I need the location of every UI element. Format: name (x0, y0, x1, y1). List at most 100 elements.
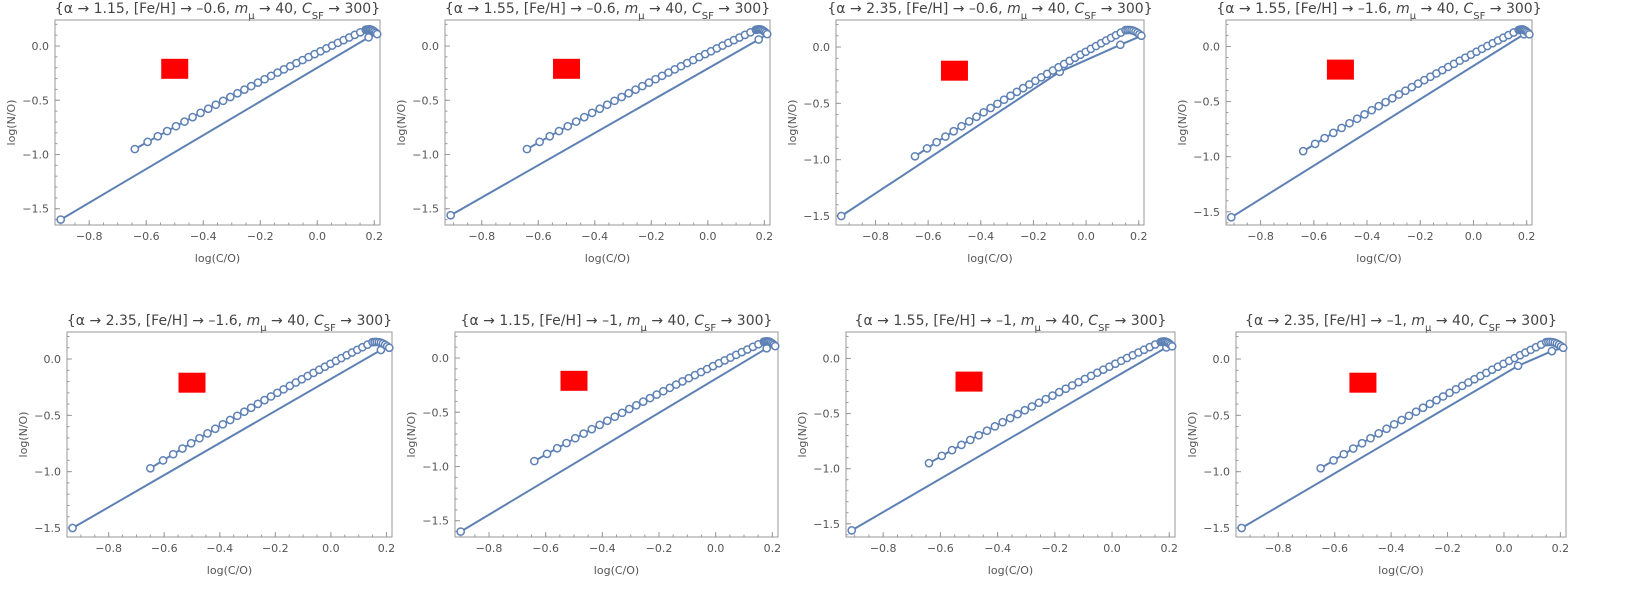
model-track-line (1230, 28, 1532, 219)
data-point (1401, 86, 1410, 96)
y-tick-label: −1.5 (813, 518, 840, 531)
data-point (253, 399, 263, 409)
x-tick-label: 0.0 (707, 542, 725, 555)
data-point (1397, 415, 1406, 425)
x-tick-label: −0.2 (1407, 230, 1434, 243)
data-point (610, 96, 619, 106)
data-point (836, 211, 846, 221)
y-axis-label: log(N/O) (786, 100, 799, 146)
data-point (153, 131, 163, 141)
data-point (1374, 101, 1384, 111)
observation-box (553, 58, 581, 79)
data-point (1382, 424, 1391, 434)
x-tick-label: −0.6 (525, 230, 552, 243)
data-point (372, 29, 382, 39)
data-point (203, 429, 212, 438)
data-point (993, 99, 1002, 109)
data-point (364, 33, 373, 42)
data-point (188, 112, 197, 122)
observation-box (161, 58, 189, 79)
data-point (998, 417, 1008, 427)
y-axis-label: log(N/O) (1176, 100, 1189, 146)
panel-4: {α → 1.55, [Fe/H] → –1.6, mμ → 40, CSF →… (1176, 1, 1542, 265)
x-axis-label: log(C/O) (594, 564, 639, 577)
data-point (652, 390, 662, 399)
x-tick-label: −0.4 (1354, 230, 1381, 243)
x-tick-label: −0.8 (95, 542, 122, 555)
data-point (602, 100, 612, 110)
data-point (211, 100, 221, 110)
data-point (1018, 83, 1028, 93)
x-tick-label: −0.4 (1378, 542, 1405, 555)
x-tick-label: −0.2 (247, 230, 274, 243)
x-tick-label: −0.2 (262, 542, 289, 555)
y-tick-label: 0.0 (44, 353, 62, 366)
chart-title: {α → 2.35, [Fe/H] → –1.6, mμ → 40, CSF →… (67, 313, 392, 334)
data-point (143, 137, 152, 147)
data-point (1005, 413, 1015, 423)
data-point (1360, 110, 1369, 119)
data-point (203, 104, 213, 114)
x-tick-label: −0.4 (589, 542, 616, 555)
data-point (982, 426, 992, 436)
data-point (68, 523, 77, 533)
data-point (579, 429, 589, 438)
x-tick-label: −0.8 (468, 230, 495, 243)
observation-box (940, 60, 968, 81)
data-point (957, 440, 966, 450)
data-point (1381, 97, 1390, 107)
data-point (1394, 90, 1404, 99)
x-tick-label: −0.6 (927, 542, 954, 555)
data-point (637, 81, 647, 91)
y-tick-label: −0.5 (22, 94, 49, 107)
x-tick-label: −0.6 (133, 230, 160, 243)
data-point (529, 456, 539, 466)
x-tick-label: 0.2 (1552, 542, 1570, 555)
data-point (1367, 105, 1377, 115)
model-track-line (460, 340, 778, 533)
x-tick-label: −0.2 (1041, 542, 1068, 555)
data-point (233, 88, 242, 98)
data-point (145, 463, 155, 473)
data-point (1226, 212, 1236, 222)
data-point (456, 527, 466, 536)
y-tick-label: −1.5 (412, 203, 439, 216)
data-point (1316, 463, 1325, 473)
chart-title: {α → 2.35, [Fe/H] → –1, mμ → 40, CSF → 3… (1245, 313, 1557, 334)
data-point (979, 107, 988, 117)
data-point (1013, 409, 1022, 419)
x-tick-label: −0.8 (476, 542, 503, 555)
x-tick-label: 0.0 (699, 230, 717, 243)
data-point (178, 444, 187, 453)
data-point (986, 103, 995, 113)
y-axis-label: log(N/O) (796, 412, 809, 458)
chart-title: {α → 1.55, [Fe/H] → –0.6, mμ → 40, CSF →… (445, 1, 770, 22)
x-tick-label: 0.0 (1495, 542, 1513, 555)
x-tick-label: −0.4 (581, 230, 608, 243)
data-point (1352, 114, 1362, 124)
data-point (554, 126, 564, 136)
data-point (535, 137, 544, 147)
data-point (617, 408, 627, 418)
x-tick-label: −0.6 (151, 542, 178, 555)
data-point (1425, 399, 1435, 409)
x-tick-label: −0.6 (915, 230, 942, 243)
data-point (552, 443, 562, 453)
x-tick-label: 0.0 (322, 542, 340, 555)
plot-frame (1235, 331, 1567, 538)
y-tick-label: −1.0 (34, 466, 61, 479)
x-tick-label: 0.2 (1130, 230, 1148, 243)
data-point (225, 415, 235, 425)
y-tick-label: 0.0 (422, 40, 440, 53)
y-tick-label: −1.5 (22, 203, 49, 216)
plot-frame (444, 19, 771, 226)
x-tick-label: −0.4 (190, 230, 217, 243)
data-point (1054, 387, 1064, 397)
data-point (171, 121, 181, 131)
x-tick-label: −0.4 (984, 542, 1011, 555)
y-tick-label: −1.0 (1193, 151, 1220, 164)
data-point (937, 451, 947, 461)
data-point (260, 395, 269, 405)
data-point (195, 433, 204, 443)
y-tick-label: −1.0 (412, 148, 439, 161)
